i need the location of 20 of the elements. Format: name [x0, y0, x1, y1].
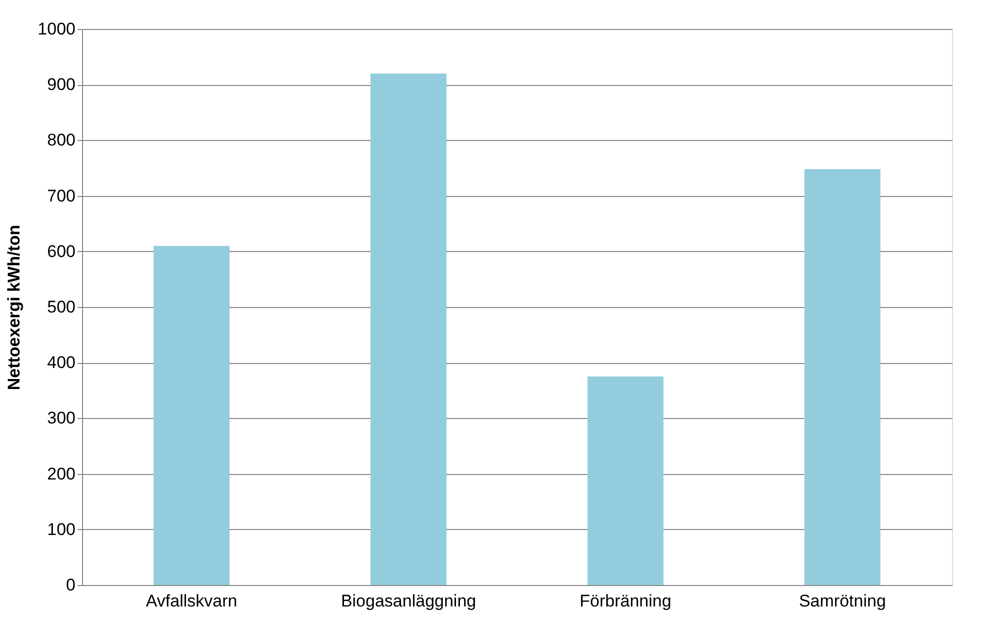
- y-tick-label: 200: [47, 464, 76, 484]
- x-tick-label: Avfallskvarn: [146, 592, 238, 610]
- y-tick-label: 300: [47, 408, 76, 428]
- bar: [587, 376, 664, 585]
- y-tick-label: 0: [66, 576, 76, 594]
- bar: [804, 169, 880, 585]
- y-axis-title: Nettoexergi kWh/ton: [4, 224, 24, 390]
- y-tick-label: 100: [47, 520, 76, 539]
- x-tick-label: Förbränning: [580, 592, 672, 610]
- x-tick-label: Samrötning: [798, 592, 886, 610]
- y-tick-label: 900: [47, 75, 76, 94]
- bar: [370, 73, 447, 585]
- y-tick-label: 500: [47, 298, 76, 316]
- x-tick-label: Biogasanläggning: [340, 592, 476, 610]
- y-tick-label: 400: [47, 353, 76, 372]
- y-tick-label: 600: [47, 242, 76, 261]
- y-tick-label: 700: [47, 186, 76, 206]
- y-tick-label: 1000: [38, 20, 76, 38]
- bar: [154, 246, 230, 585]
- y-tick-label: 800: [47, 130, 76, 150]
